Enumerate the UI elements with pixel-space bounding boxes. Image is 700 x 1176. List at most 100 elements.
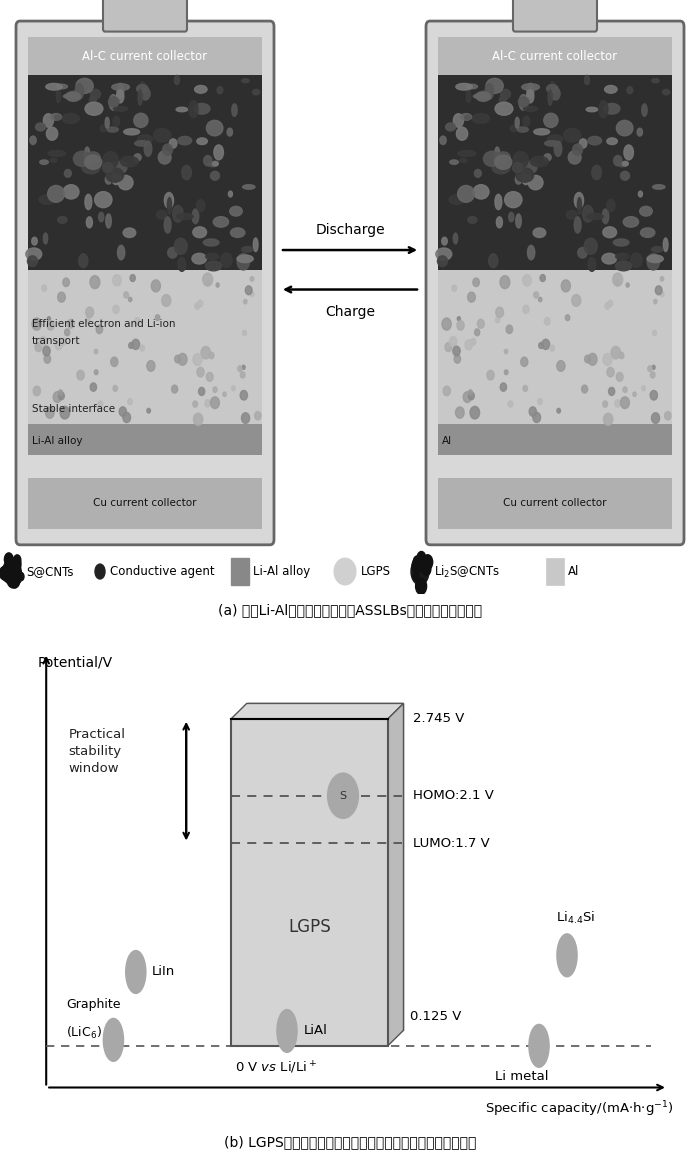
Circle shape xyxy=(53,392,62,402)
Ellipse shape xyxy=(500,89,510,99)
Text: Li$_2$S@CNTs: Li$_2$S@CNTs xyxy=(434,563,500,580)
Ellipse shape xyxy=(48,186,64,202)
Ellipse shape xyxy=(592,166,601,180)
Circle shape xyxy=(423,555,433,569)
Circle shape xyxy=(42,285,47,292)
Circle shape xyxy=(603,354,612,366)
Ellipse shape xyxy=(519,96,529,107)
Ellipse shape xyxy=(106,214,111,228)
Circle shape xyxy=(206,373,213,381)
Ellipse shape xyxy=(194,103,210,114)
Ellipse shape xyxy=(168,247,177,258)
Circle shape xyxy=(11,557,21,572)
Circle shape xyxy=(660,292,664,296)
Ellipse shape xyxy=(124,128,139,135)
Ellipse shape xyxy=(138,89,142,105)
Ellipse shape xyxy=(253,89,260,95)
Ellipse shape xyxy=(176,213,193,220)
Ellipse shape xyxy=(509,213,514,222)
Ellipse shape xyxy=(105,175,111,185)
Circle shape xyxy=(660,276,664,281)
Text: Al-C current collector: Al-C current collector xyxy=(83,49,208,62)
Ellipse shape xyxy=(66,91,82,100)
Circle shape xyxy=(550,346,554,352)
Text: 0.125 V: 0.125 V xyxy=(410,1010,461,1023)
Ellipse shape xyxy=(208,162,218,167)
Circle shape xyxy=(57,292,65,302)
Ellipse shape xyxy=(587,213,603,220)
Circle shape xyxy=(616,373,623,381)
Circle shape xyxy=(140,346,144,352)
Ellipse shape xyxy=(485,83,494,99)
Circle shape xyxy=(33,386,41,396)
Circle shape xyxy=(523,386,528,392)
Ellipse shape xyxy=(55,115,61,120)
Ellipse shape xyxy=(206,253,219,260)
Circle shape xyxy=(650,390,657,400)
Ellipse shape xyxy=(197,138,207,145)
Ellipse shape xyxy=(253,238,258,252)
Circle shape xyxy=(193,401,197,407)
Circle shape xyxy=(211,396,219,408)
Bar xyxy=(231,559,249,584)
Ellipse shape xyxy=(46,127,57,140)
Ellipse shape xyxy=(526,89,534,103)
Text: Charge: Charge xyxy=(325,306,375,320)
Ellipse shape xyxy=(492,161,510,174)
Circle shape xyxy=(521,358,528,367)
Circle shape xyxy=(588,353,597,366)
Circle shape xyxy=(162,294,171,307)
Circle shape xyxy=(540,274,545,281)
Ellipse shape xyxy=(512,162,523,173)
Text: Specific capacity/(mA$\cdot$h$\cdot$g$^{-1}$): Specific capacity/(mA$\cdot$h$\cdot$g$^{… xyxy=(484,1100,673,1120)
Ellipse shape xyxy=(76,79,93,93)
Text: LGPS: LGPS xyxy=(288,917,331,936)
Circle shape xyxy=(561,280,570,292)
Circle shape xyxy=(104,1018,123,1061)
Ellipse shape xyxy=(82,161,100,174)
Ellipse shape xyxy=(85,147,90,162)
Circle shape xyxy=(127,399,132,405)
Ellipse shape xyxy=(456,83,472,91)
Ellipse shape xyxy=(109,94,118,111)
Ellipse shape xyxy=(117,83,124,98)
Circle shape xyxy=(463,392,471,402)
Circle shape xyxy=(652,413,659,423)
Ellipse shape xyxy=(486,79,503,93)
Ellipse shape xyxy=(204,155,212,166)
Ellipse shape xyxy=(548,89,552,105)
Ellipse shape xyxy=(607,200,615,212)
Ellipse shape xyxy=(551,87,560,100)
Circle shape xyxy=(201,347,211,359)
Ellipse shape xyxy=(494,147,500,162)
Ellipse shape xyxy=(652,79,659,82)
Ellipse shape xyxy=(631,253,642,267)
Ellipse shape xyxy=(123,228,136,238)
Ellipse shape xyxy=(473,94,490,99)
Circle shape xyxy=(64,329,70,335)
Ellipse shape xyxy=(468,216,477,223)
Circle shape xyxy=(203,273,213,286)
Ellipse shape xyxy=(458,186,475,202)
FancyBboxPatch shape xyxy=(103,0,187,32)
Text: Practical
stability
window: Practical stability window xyxy=(69,728,125,775)
Ellipse shape xyxy=(178,258,186,272)
Ellipse shape xyxy=(85,194,92,209)
Circle shape xyxy=(468,292,475,302)
Circle shape xyxy=(419,555,425,564)
Circle shape xyxy=(642,386,645,390)
Circle shape xyxy=(557,934,577,977)
Ellipse shape xyxy=(664,238,668,252)
Circle shape xyxy=(250,276,253,281)
Circle shape xyxy=(113,305,119,314)
Circle shape xyxy=(14,566,20,575)
Ellipse shape xyxy=(531,156,548,167)
Ellipse shape xyxy=(544,154,551,161)
Ellipse shape xyxy=(454,114,463,127)
Ellipse shape xyxy=(436,248,452,260)
Ellipse shape xyxy=(534,128,550,135)
Ellipse shape xyxy=(522,161,537,174)
Ellipse shape xyxy=(662,89,670,95)
Ellipse shape xyxy=(578,198,582,214)
Circle shape xyxy=(174,355,181,363)
